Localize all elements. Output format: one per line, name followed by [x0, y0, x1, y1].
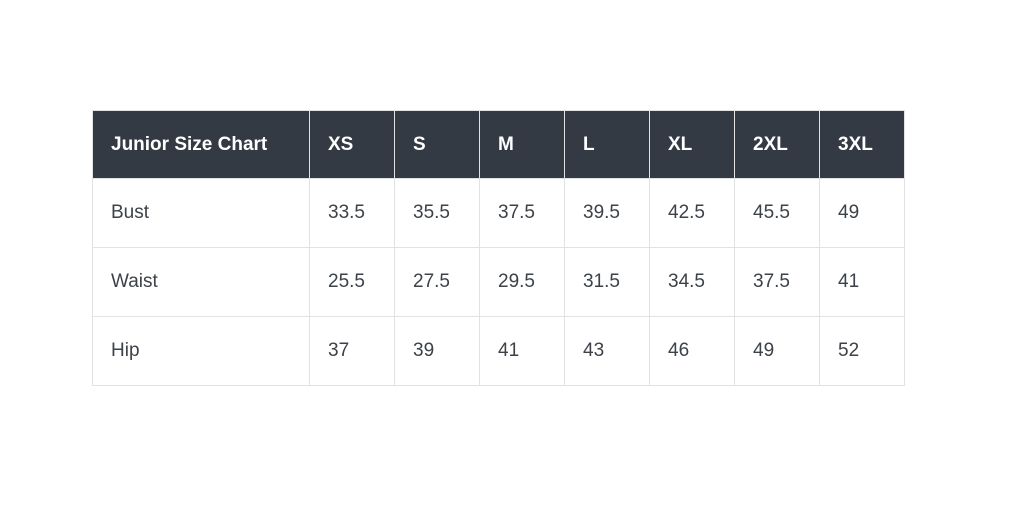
table-header-row: Junior Size Chart XS S M L XL 2XL 3XL — [92, 110, 905, 179]
size-chart-container: Junior Size Chart XS S M L XL 2XL 3XL Bu… — [92, 110, 905, 386]
size-header-2xl: 2XL — [734, 110, 820, 179]
row-label-bust: Bust — [92, 178, 310, 248]
table-cell: 49 — [819, 178, 905, 248]
junior-size-chart-table: Junior Size Chart XS S M L XL 2XL 3XL Bu… — [92, 110, 905, 386]
table-cell: 37 — [309, 316, 395, 386]
table-cell: 39.5 — [564, 178, 650, 248]
table-cell: 41 — [819, 247, 905, 317]
table-cell: 25.5 — [309, 247, 395, 317]
table-cell: 29.5 — [479, 247, 565, 317]
table-title-cell: Junior Size Chart — [92, 110, 310, 179]
table-cell: 52 — [819, 316, 905, 386]
row-label-hip: Hip — [92, 316, 310, 386]
table-cell: 31.5 — [564, 247, 650, 317]
size-header-xl: XL — [649, 110, 735, 179]
size-header-s: S — [394, 110, 480, 179]
row-label-waist: Waist — [92, 247, 310, 317]
table-row-waist: Waist 25.5 27.5 29.5 31.5 34.5 37.5 41 — [92, 247, 905, 317]
size-header-xs: XS — [309, 110, 395, 179]
table-cell: 35.5 — [394, 178, 480, 248]
table-cell: 42.5 — [649, 178, 735, 248]
table-cell: 46 — [649, 316, 735, 386]
size-header-3xl: 3XL — [819, 110, 905, 179]
table-cell: 39 — [394, 316, 480, 386]
table-cell: 41 — [479, 316, 565, 386]
size-header-m: M — [479, 110, 565, 179]
table-cell: 27.5 — [394, 247, 480, 317]
size-header-l: L — [564, 110, 650, 179]
table-row-bust: Bust 33.5 35.5 37.5 39.5 42.5 45.5 49 — [92, 178, 905, 248]
table-cell: 34.5 — [649, 247, 735, 317]
table-cell: 45.5 — [734, 178, 820, 248]
table-cell: 49 — [734, 316, 820, 386]
table-row-hip: Hip 37 39 41 43 46 49 52 — [92, 316, 905, 386]
table-cell: 37.5 — [479, 178, 565, 248]
table-cell: 37.5 — [734, 247, 820, 317]
table-cell: 33.5 — [309, 178, 395, 248]
table-cell: 43 — [564, 316, 650, 386]
